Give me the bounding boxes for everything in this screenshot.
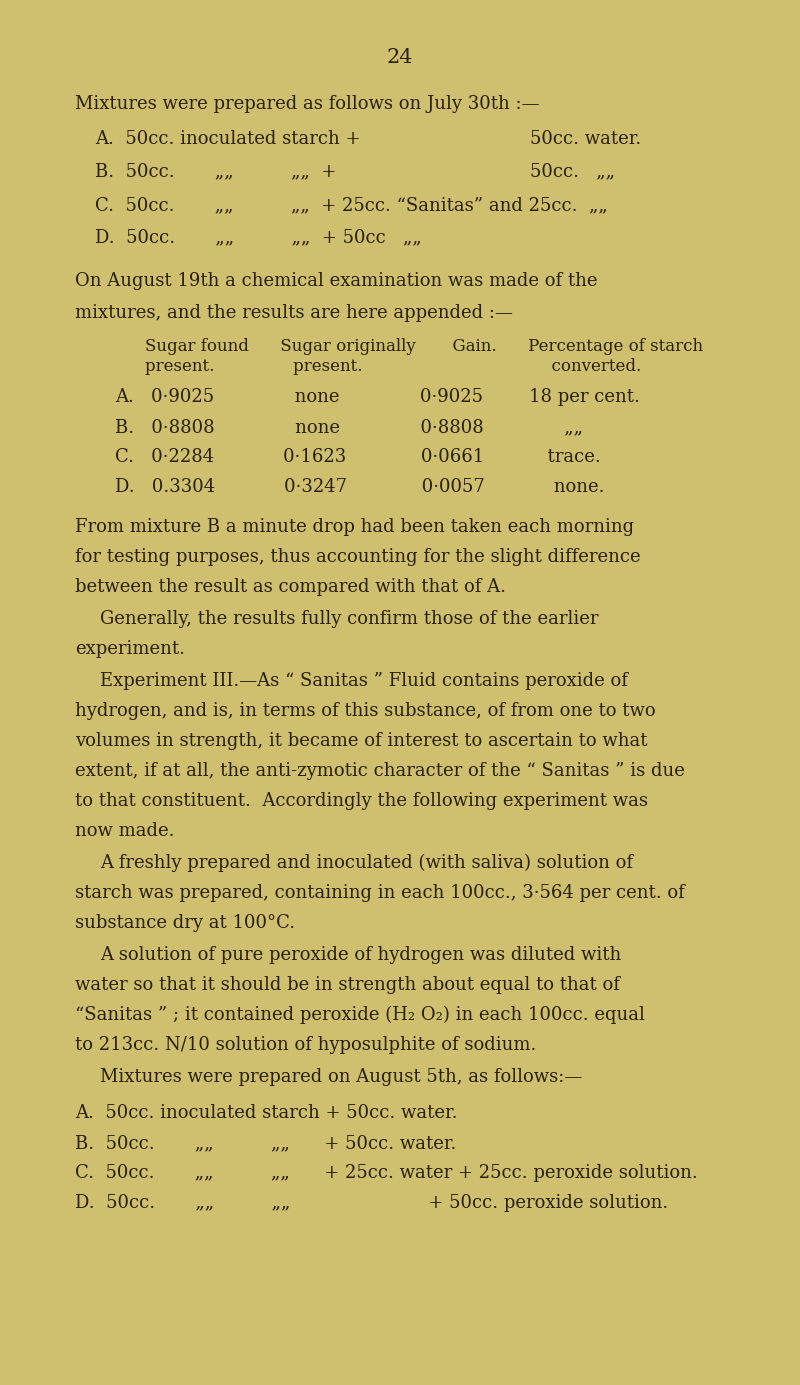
Text: B.  50cc.       „„          „„  +: B. 50cc. „„ „„ + <box>95 162 336 180</box>
Text: A.  50cc. inoculated starch +: A. 50cc. inoculated starch + <box>95 130 361 148</box>
Text: now made.: now made. <box>75 823 174 839</box>
Text: C.  50cc.       „„          „„  + 25cc. “Sanitas” and 25cc.  „„: C. 50cc. „„ „„ + 25cc. “Sanitas” and 25c… <box>95 197 608 215</box>
Text: C.  50cc.       „„          „„      + 25cc. water + 25cc. peroxide solution.: C. 50cc. „„ „„ + 25cc. water + 25cc. per… <box>75 1163 698 1181</box>
Text: for testing purposes, thus accounting for the slight difference: for testing purposes, thus accounting fo… <box>75 548 641 566</box>
Text: On August 19th a chemical examination was made of the: On August 19th a chemical examination wa… <box>75 271 598 289</box>
Text: A.  50cc. inoculated starch + 50cc. water.: A. 50cc. inoculated starch + 50cc. water… <box>75 1104 458 1122</box>
Text: D.  50cc.       „„          „„  + 50cc   „„: D. 50cc. „„ „„ + 50cc „„ <box>95 229 422 247</box>
Text: Mixtures were prepared as follows on July 30th :—: Mixtures were prepared as follows on Jul… <box>75 96 539 114</box>
Text: extent, if at all, the anti-zymotic character of the “ Sanitas ” is due: extent, if at all, the anti-zymotic char… <box>75 762 685 780</box>
Text: substance dry at 100°C.: substance dry at 100°C. <box>75 914 295 932</box>
Text: to that constituent.  Accordingly the following experiment was: to that constituent. Accordingly the fol… <box>75 792 648 810</box>
Text: B.   0·8808              none              0·8808              „„: B. 0·8808 none 0·8808 „„ <box>115 418 583 436</box>
Text: between the result as compared with that of A.: between the result as compared with that… <box>75 578 506 596</box>
Text: present.               present.                                    converted.: present. present. converted. <box>145 357 642 375</box>
Text: water so that it should be in strength about equal to that of: water so that it should be in strength a… <box>75 976 620 994</box>
Text: 24: 24 <box>386 48 414 66</box>
Text: From mixture B a minute drop had been taken each morning: From mixture B a minute drop had been ta… <box>75 518 634 536</box>
Text: B.  50cc.       „„          „„      + 50cc. water.: B. 50cc. „„ „„ + 50cc. water. <box>75 1134 456 1152</box>
Text: experiment.: experiment. <box>75 640 185 658</box>
Text: mixtures, and the results are here appended :—: mixtures, and the results are here appen… <box>75 303 513 321</box>
Text: A solution of pure peroxide of hydrogen was diluted with: A solution of pure peroxide of hydrogen … <box>100 946 622 964</box>
Text: Generally, the results fully confirm those of the earlier: Generally, the results fully confirm tho… <box>100 609 598 627</box>
Text: 50cc.   „„: 50cc. „„ <box>530 162 615 180</box>
Text: Sugar found      Sugar originally       Gain.      Percentage of starch: Sugar found Sugar originally Gain. Perce… <box>145 338 703 355</box>
Text: hydrogen, and is, in terms of this substance, of from one to two: hydrogen, and is, in terms of this subst… <box>75 702 656 720</box>
Text: Experiment III.—As “ Sanitas ” Fluid contains peroxide of: Experiment III.—As “ Sanitas ” Fluid con… <box>100 672 628 690</box>
Text: D.   0.3304            0·3247             0·0057            none.: D. 0.3304 0·3247 0·0057 none. <box>115 478 605 496</box>
Text: D.  50cc.       „„          „„                        + 50cc. peroxide solution.: D. 50cc. „„ „„ + 50cc. peroxide solution… <box>75 1194 668 1212</box>
Text: volumes in strength, it became of interest to ascertain to what: volumes in strength, it became of intere… <box>75 733 647 751</box>
Text: “Sanitas ” ; it contained peroxide (H₂ O₂) in each 100cc. equal: “Sanitas ” ; it contained peroxide (H₂ O… <box>75 1006 645 1025</box>
Text: Mixtures were prepared on August 5th, as follows:—: Mixtures were prepared on August 5th, as… <box>100 1068 582 1086</box>
Text: starch was prepared, containing in each 100cc., 3·564 per cent. of: starch was prepared, containing in each … <box>75 884 685 902</box>
Text: 50cc. water.: 50cc. water. <box>530 130 642 148</box>
Text: A.   0·9025              none              0·9025        18 per cent.: A. 0·9025 none 0·9025 18 per cent. <box>115 388 640 406</box>
Text: A freshly prepared and inoculated (with saliva) solution of: A freshly prepared and inoculated (with … <box>100 855 633 873</box>
Text: to 213cc. N/10 solution of hyposulphite of sodium.: to 213cc. N/10 solution of hyposulphite … <box>75 1036 536 1054</box>
Text: C.   0·2284            0·1623             0·0661           trace.: C. 0·2284 0·1623 0·0661 trace. <box>115 447 601 465</box>
